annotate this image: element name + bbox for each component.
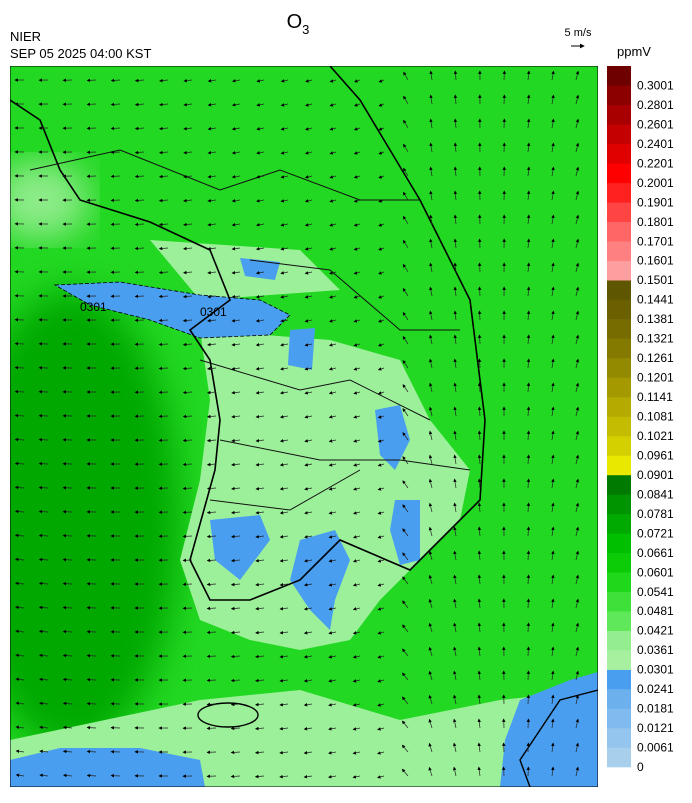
colorbar-label: 0.1901 — [637, 195, 674, 209]
colorbar-label: 0.0661 — [637, 546, 674, 560]
colorbar-label: 0.1081 — [637, 410, 674, 424]
colorbar-box — [607, 650, 631, 670]
colorbar: 0 0.0061 0.0121 0.0181 0.0241 0.0301 0.0361 0.0… — [607, 66, 674, 774]
colorbar-box — [607, 592, 631, 612]
colorbar-label: 0.0061 — [637, 741, 674, 755]
colorbar-label: 0.0601 — [637, 565, 674, 579]
colorbar-label: 0.1381 — [637, 312, 674, 326]
wind-scale-label: 5 m/s — [565, 27, 592, 39]
colorbar-label: 0.0121 — [637, 721, 674, 735]
colorbar-box — [607, 222, 631, 242]
colorbar-box — [607, 397, 631, 417]
colorbar-label: 0.0481 — [637, 604, 674, 618]
colorbar-label: 0.2401 — [637, 137, 674, 151]
colorbar-box — [607, 631, 631, 651]
colorbar-box — [607, 124, 631, 144]
colorbar-box — [607, 280, 631, 300]
title: O3 — [287, 11, 310, 37]
colorbar-label: 0.1701 — [637, 234, 674, 248]
colorbar-box — [607, 300, 631, 320]
datetime: SEP 05 2025 04:00 KST — [10, 46, 151, 61]
colorbar-unit: ppmV — [617, 44, 651, 59]
colorbar-label: 0.0961 — [637, 448, 674, 462]
colorbar-box — [607, 572, 631, 592]
colorbar-box — [607, 533, 631, 553]
colorbar-label: 0.0361 — [637, 643, 674, 657]
colorbar-label: 0.1441 — [637, 293, 674, 307]
colorbar-label: 0.0181 — [637, 702, 674, 716]
colorbar-label: 0.3001 — [637, 78, 674, 92]
colorbar-label: 0 — [637, 760, 644, 774]
colorbar-box — [607, 436, 631, 456]
colorbar-label: 0.1501 — [637, 273, 674, 287]
colorbar-box — [607, 611, 631, 631]
colorbar-box — [607, 261, 631, 281]
colorbar-box — [607, 105, 631, 125]
colorbar-box — [607, 163, 631, 183]
colorbar-label: 0.2001 — [637, 176, 674, 190]
colorbar-box — [607, 378, 631, 398]
agency: NIER — [10, 29, 41, 44]
colorbar-box — [607, 514, 631, 534]
colorbar-label: 0.2801 — [637, 98, 674, 112]
colorbar-box — [607, 358, 631, 378]
colorbar-box — [607, 709, 631, 729]
colorbar-box — [607, 728, 631, 748]
colorbar-label: 0.0541 — [637, 585, 674, 599]
colorbar-label: 0.0421 — [637, 624, 674, 638]
contour-label: 0301 — [80, 300, 107, 314]
contour-label: 0301 — [200, 305, 227, 319]
colorbar-box — [607, 475, 631, 495]
colorbar-label: 0.0241 — [637, 682, 674, 696]
map: 0301 0301 — [0, 66, 598, 787]
colorbar-label: 0.0781 — [637, 507, 674, 521]
colorbar-label: 0.2601 — [637, 117, 674, 131]
colorbar-box — [607, 202, 631, 222]
colorbar-box — [607, 417, 631, 437]
colorbar-box — [607, 66, 631, 86]
colorbar-box — [607, 339, 631, 359]
colorbar-label: 0.0721 — [637, 526, 674, 540]
colorbar-label: 0.1261 — [637, 351, 674, 365]
colorbar-box — [607, 319, 631, 339]
colorbar-label: 0.1141 — [637, 390, 673, 404]
colorbar-box — [607, 553, 631, 573]
colorbar-label: 0.1801 — [637, 215, 674, 229]
colorbar-label: 0.0301 — [637, 663, 674, 677]
blue-patch — [288, 328, 315, 370]
colorbar-box — [607, 670, 631, 690]
colorbar-label: 0.1321 — [637, 332, 674, 346]
colorbar-box — [607, 183, 631, 203]
colorbar-label: 0.1201 — [637, 371, 674, 385]
colorbar-box — [607, 455, 631, 475]
colorbar-box — [607, 748, 631, 768]
colorbar-box — [607, 689, 631, 709]
colorbar-box — [607, 241, 631, 261]
colorbar-label: 0.0901 — [637, 468, 674, 482]
colorbar-box — [607, 494, 631, 514]
title-subscript: 3 — [302, 22, 309, 37]
colorbar-box — [607, 144, 631, 164]
title-main: O — [287, 11, 303, 33]
colorbar-label: 0.0841 — [637, 487, 674, 501]
colorbar-box — [607, 85, 631, 105]
colorbar-label: 0.2201 — [637, 156, 674, 170]
colorbar-label: 0.1601 — [637, 254, 674, 268]
colorbar-label: 0.1021 — [637, 429, 674, 443]
